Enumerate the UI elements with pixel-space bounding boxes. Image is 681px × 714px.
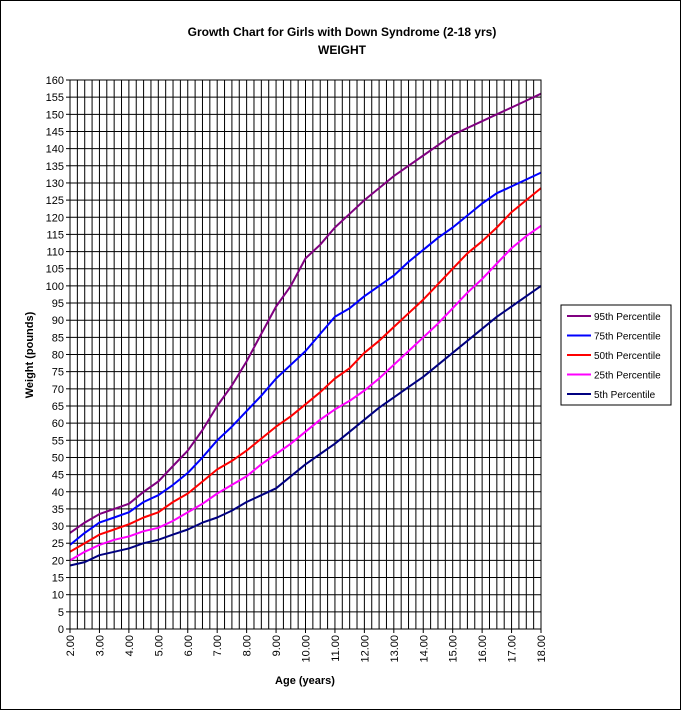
legend: 95th Percentile 75th Percentile 50th Perce…: [560, 304, 672, 406]
y-tick-label: 125: [46, 195, 64, 207]
x-tick-label: 7.00: [212, 635, 224, 656]
x-tick-label: 17.00: [507, 635, 519, 663]
y-tick-label: 140: [46, 144, 64, 156]
y-tick-label: 5: [58, 607, 64, 619]
y-tick-label: 150: [46, 109, 64, 121]
x-tick-label: 4.00: [124, 635, 136, 656]
y-tick-label: 55: [52, 435, 64, 447]
chart-title: Growth Chart for Girls with Down Syndrom…: [188, 25, 497, 39]
y-axis-ticks: 0 5 10 15 20 25 30 35 40 45 50 55 60 65 70 75 80 85 90 95 10…: [46, 75, 70, 636]
y-tick-label: 130: [46, 178, 64, 190]
y-tick-label: 35: [52, 504, 64, 516]
y-tick-label: 10: [52, 590, 64, 602]
y-tick-label: 95: [52, 298, 64, 310]
y-tick-label: 40: [52, 487, 64, 499]
x-tick-label: 12.00: [359, 635, 371, 663]
plot-border: [69, 79, 542, 630]
series-line-50th: [69, 187, 542, 553]
y-tick-label: 110: [46, 247, 64, 259]
legend-label: 95th Percentile: [594, 312, 661, 323]
y-tick-label: 50: [52, 452, 64, 464]
x-tick-label: 14.00: [418, 635, 430, 663]
y-tick-label: 105: [46, 264, 64, 276]
legend-label: 75th Percentile: [594, 332, 661, 343]
series-line-5th: [69, 285, 542, 567]
y-tick-label: 80: [52, 350, 64, 362]
y-tick-label: 25: [52, 538, 64, 550]
y-tick-label: 155: [46, 92, 64, 104]
y-tick-label: 160: [46, 75, 64, 87]
y-tick-label: 60: [52, 418, 64, 430]
y-axis-label: Weight (pounds): [24, 311, 36, 398]
y-tick-label: 120: [46, 212, 64, 224]
y-tick-label: 65: [52, 401, 64, 413]
x-tick-label: 16.00: [477, 635, 489, 663]
y-tick-label: 0: [58, 624, 64, 636]
y-tick-label: 45: [52, 470, 64, 482]
gridlines: [69, 79, 542, 630]
x-tick-label: 2.00: [65, 635, 77, 656]
x-tick-label: 9.00: [271, 635, 283, 656]
series-line-95th: [69, 92, 542, 534]
x-tick-label: 13.00: [389, 635, 401, 663]
y-tick-label: 15: [52, 573, 64, 585]
legend-label: 25th Percentile: [594, 371, 661, 382]
chart-subtitle: WEIGHT: [318, 43, 367, 57]
y-tick-label: 20: [52, 555, 64, 567]
series-lines: [69, 92, 542, 567]
y-tick-label: 100: [46, 281, 64, 293]
x-tick-label: 11.00: [330, 635, 342, 662]
x-tick-label: 3.00: [94, 635, 106, 656]
y-tick-label: 90: [52, 315, 64, 327]
x-axis-label: Age (years): [275, 675, 335, 687]
y-tick-label: 115: [46, 229, 64, 241]
y-tick-label: 145: [46, 126, 64, 138]
x-tick-label: 15.00: [448, 635, 460, 663]
legend-box: [560, 304, 672, 406]
y-tick-label: 75: [52, 367, 64, 379]
legend-label: 50th Percentile: [594, 351, 661, 362]
legend-label: 5th Percentile: [594, 390, 656, 401]
y-tick-label: 85: [52, 332, 64, 344]
series-line-25th: [69, 224, 542, 562]
x-tick-label: 10.00: [301, 635, 313, 663]
x-tick-label: 5.00: [153, 635, 165, 656]
series-line-75th: [69, 171, 542, 546]
x-axis-ticks: 2.00 3.00 4.00 5.00 6.00 7.00 8.00 9.00 10.00 11.…: [65, 629, 548, 663]
y-tick-label: 30: [52, 521, 64, 533]
x-tick-label: 18.00: [536, 635, 548, 663]
y-tick-label: 70: [52, 384, 64, 396]
y-tick-label: 135: [46, 161, 64, 173]
x-tick-label: 6.00: [183, 635, 195, 656]
x-tick-label: 8.00: [242, 635, 254, 656]
